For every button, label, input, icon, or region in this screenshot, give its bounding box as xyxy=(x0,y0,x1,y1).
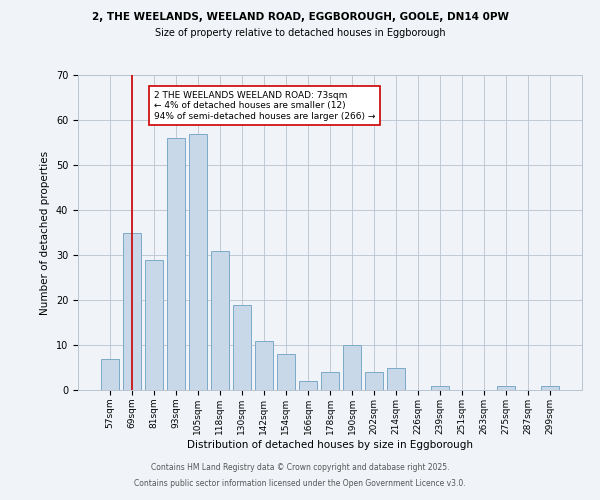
Y-axis label: Number of detached properties: Number of detached properties xyxy=(40,150,50,314)
Bar xyxy=(277,354,295,390)
Bar xyxy=(145,260,163,390)
Bar xyxy=(365,372,383,390)
Bar xyxy=(497,386,515,390)
X-axis label: Distribution of detached houses by size in Eggborough: Distribution of detached houses by size … xyxy=(187,440,473,450)
Bar xyxy=(123,232,140,390)
Bar xyxy=(541,386,559,390)
Bar xyxy=(299,381,317,390)
Bar xyxy=(387,368,405,390)
Bar xyxy=(233,304,251,390)
Text: Contains HM Land Registry data © Crown copyright and database right 2025.: Contains HM Land Registry data © Crown c… xyxy=(151,464,449,472)
Text: 2 THE WEELANDS WEELAND ROAD: 73sqm
← 4% of detached houses are smaller (12)
94% : 2 THE WEELANDS WEELAND ROAD: 73sqm ← 4% … xyxy=(154,91,375,120)
Bar xyxy=(343,345,361,390)
Bar xyxy=(211,250,229,390)
Bar xyxy=(255,340,273,390)
Bar xyxy=(189,134,206,390)
Text: Size of property relative to detached houses in Eggborough: Size of property relative to detached ho… xyxy=(155,28,445,38)
Bar xyxy=(431,386,449,390)
Text: Contains public sector information licensed under the Open Government Licence v3: Contains public sector information licen… xyxy=(134,478,466,488)
Bar xyxy=(321,372,339,390)
Bar xyxy=(167,138,185,390)
Text: 2, THE WEELANDS, WEELAND ROAD, EGGBOROUGH, GOOLE, DN14 0PW: 2, THE WEELANDS, WEELAND ROAD, EGGBOROUG… xyxy=(91,12,509,22)
Bar xyxy=(101,358,119,390)
